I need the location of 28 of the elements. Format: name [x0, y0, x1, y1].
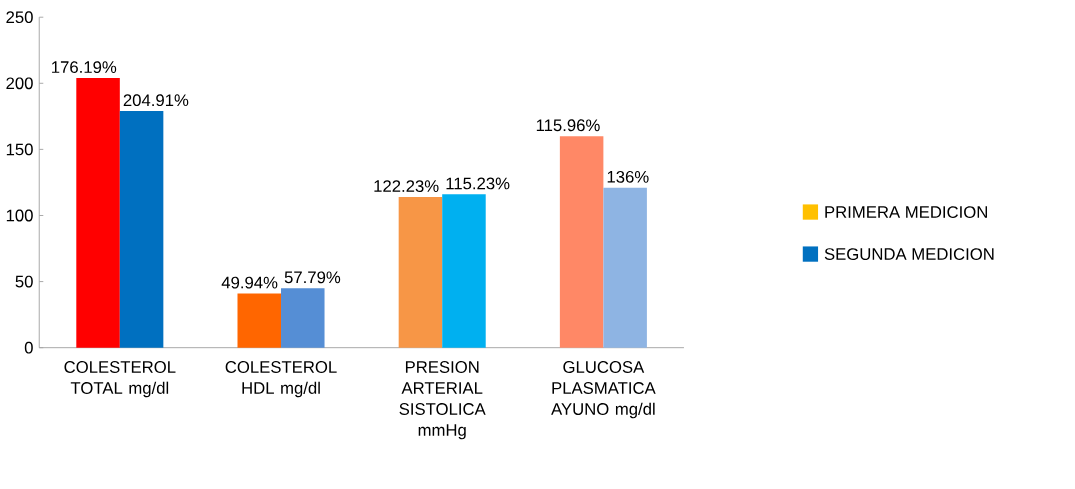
y-tick-label: 0	[24, 341, 33, 354]
bar	[281, 288, 325, 348]
annotation: 136%	[607, 170, 649, 183]
annotation: 115.23%	[446, 177, 510, 190]
x-tick-label: COLESTEROL TOTAL mg/dl	[64, 361, 176, 398]
annotation: 49.94%	[221, 276, 278, 289]
annotation: 122.23%	[374, 180, 439, 192]
y-tick-label: 100	[6, 209, 33, 222]
y-tick-label: 200	[6, 77, 33, 90]
x-tick-label: PRESION ARTERIAL SISTOLICA mmHg	[399, 361, 486, 440]
y-tick-label: 250	[6, 11, 33, 24]
y-tick-label: 50	[15, 275, 33, 288]
annotation: 176.19%	[52, 61, 117, 74]
bar	[237, 293, 282, 348]
text: PRIMERA MEDICION	[825, 206, 987, 218]
y-tick-label: 150	[6, 143, 33, 156]
x-tick-label: COLESTEROL HDL mg/dl	[225, 361, 337, 398]
legend-label: SEGUNDA MEDICION	[824, 248, 994, 260]
annotation: 204.91%	[123, 94, 189, 107]
x-tick-label: GLUCOSA PLASMATICA AYUNO mg/dl	[551, 361, 656, 419]
bar	[603, 187, 647, 348]
bar	[119, 111, 164, 348]
bar	[398, 196, 443, 348]
annotation: 57.79%	[284, 271, 341, 284]
annotation: 115.96%	[536, 119, 600, 132]
bar	[559, 136, 604, 348]
bar	[442, 194, 486, 348]
bar	[76, 77, 120, 348]
